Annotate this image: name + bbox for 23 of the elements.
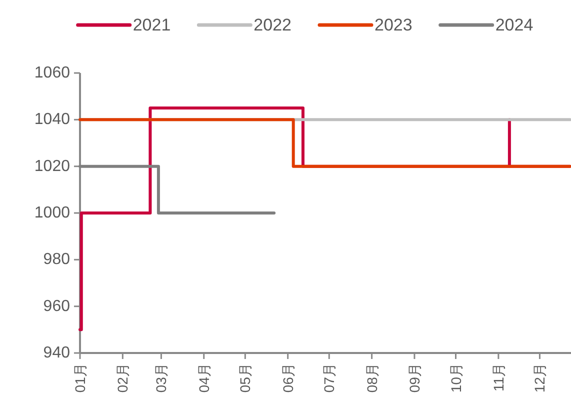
x-tick-label: 12月 xyxy=(532,363,548,393)
y-tick-label: 1000 xyxy=(34,204,70,222)
x-tick-label: 07月 xyxy=(321,363,338,393)
legend-label: 2021 xyxy=(132,16,171,34)
y-tick-label: 980 xyxy=(43,251,70,268)
x-tick-label: 04月 xyxy=(196,363,212,393)
x-tick-label: 02月 xyxy=(114,363,131,393)
x-tick-label: 09月 xyxy=(406,363,422,393)
x-tick-label: 06月 xyxy=(280,363,296,393)
x-tick-label: 01月 xyxy=(72,363,88,393)
y-tick-label: 1060 xyxy=(34,64,70,82)
legend-label: 2023 xyxy=(374,16,412,34)
y-tick-label: 1020 xyxy=(34,158,70,175)
y-tick-label: 1040 xyxy=(34,111,70,128)
x-tick-label: 05月 xyxy=(237,363,254,393)
y-tick-label: 960 xyxy=(43,298,70,315)
x-tick-label: 11月 xyxy=(490,363,506,392)
legend-label: 2024 xyxy=(495,16,534,34)
legend-label: 2022 xyxy=(254,16,292,34)
y-tick-label: 940 xyxy=(43,344,70,362)
x-tick-label: 08月 xyxy=(364,363,380,393)
x-tick-label: 03月 xyxy=(153,363,170,393)
x-tick-label: 10月 xyxy=(448,363,464,393)
